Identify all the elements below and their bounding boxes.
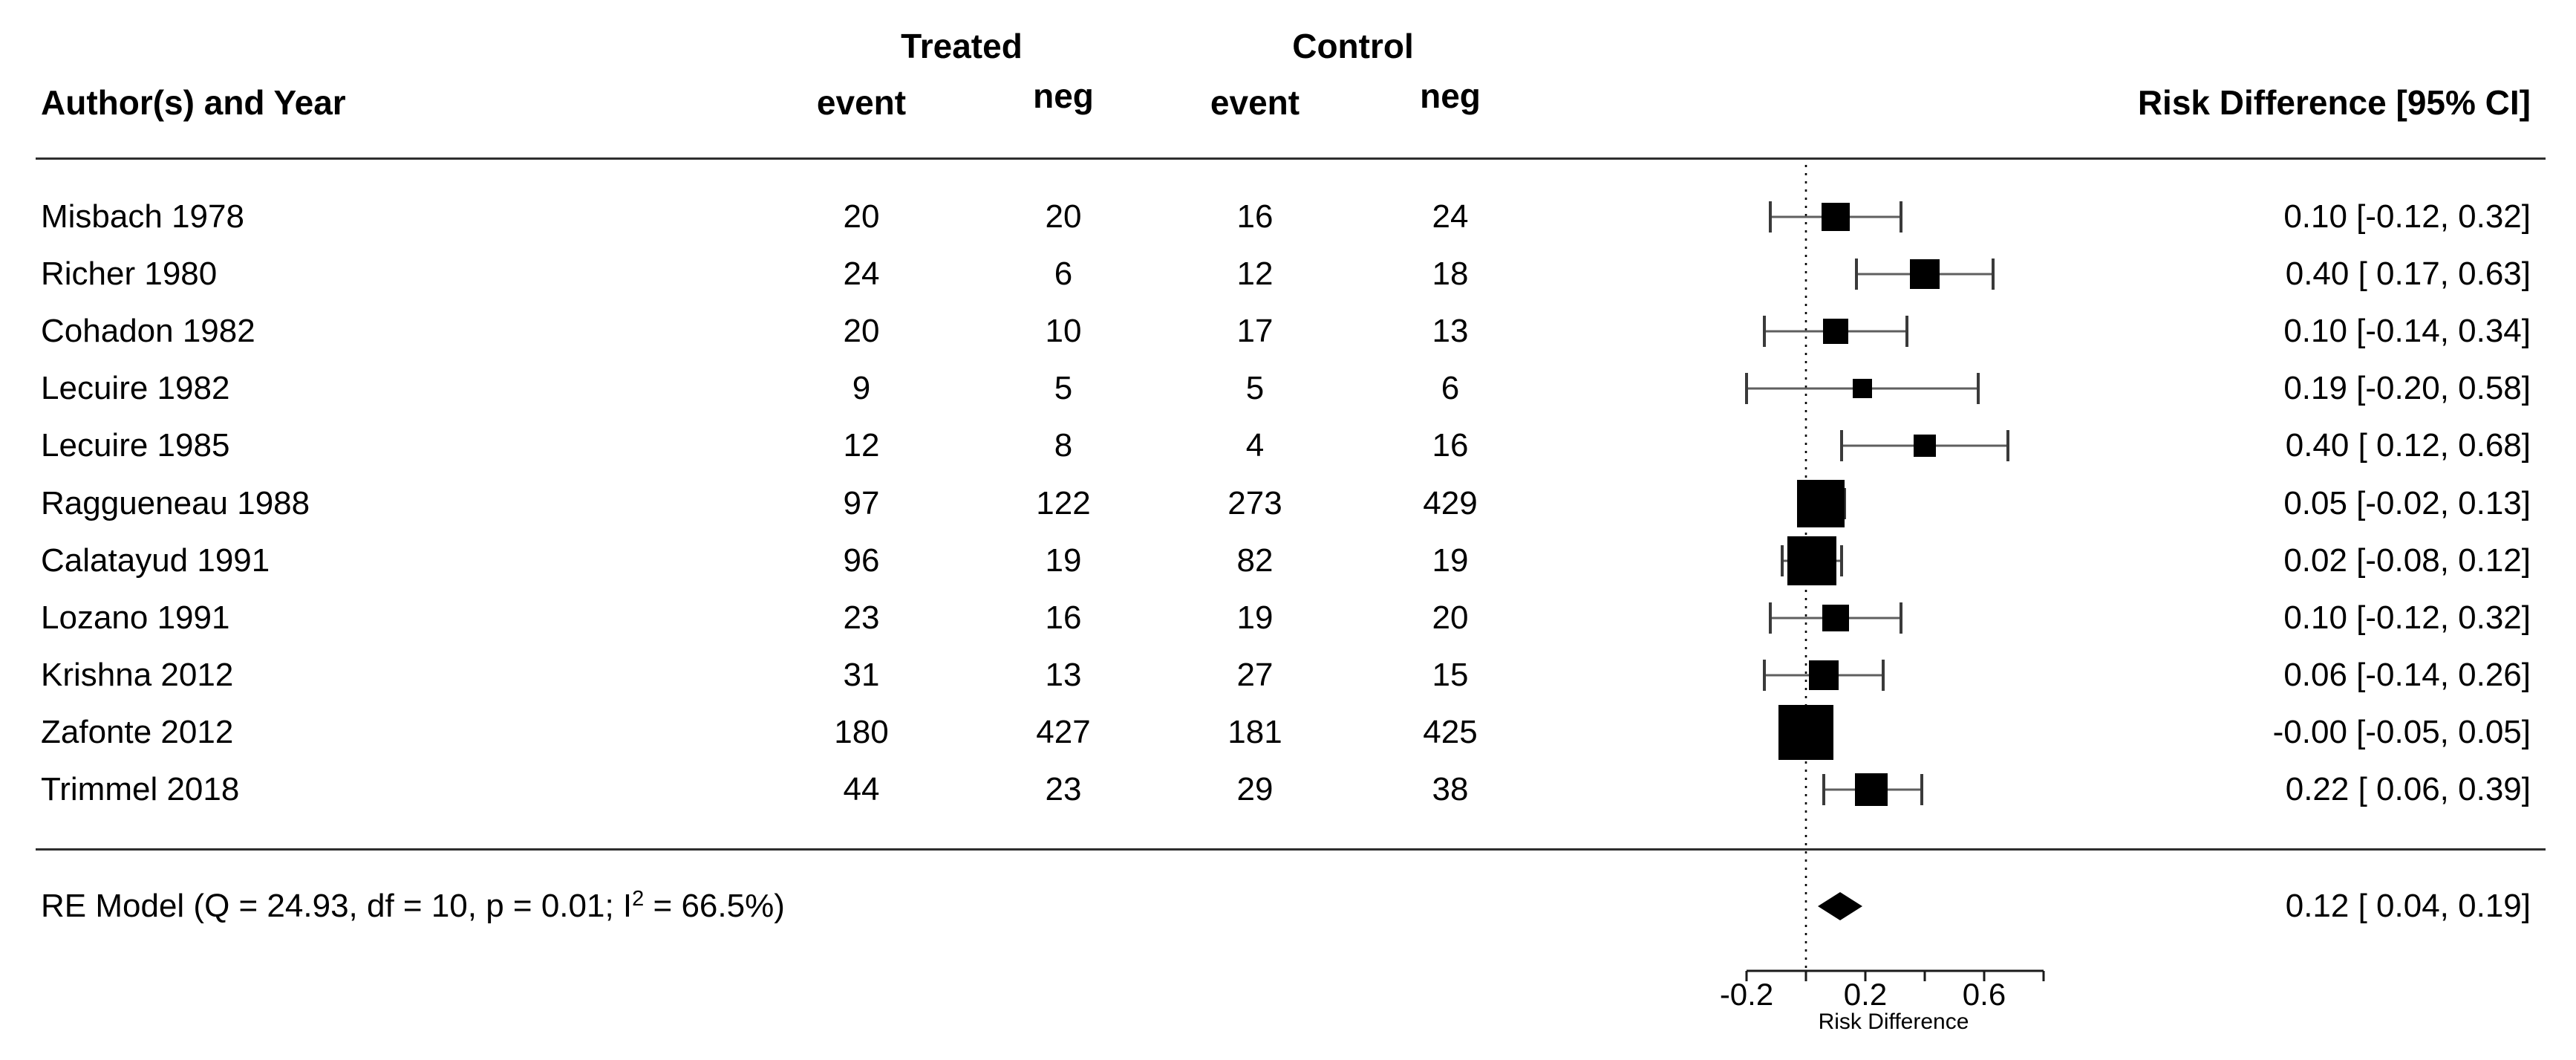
count-cell: 97 — [843, 485, 880, 521]
count-cell: 425 — [1423, 714, 1478, 750]
count-cell: 12 — [1236, 256, 1274, 292]
header-rule — [36, 157, 2546, 160]
study-name: Trimmel 2018 — [41, 771, 240, 807]
study-name: Lecuire 1985 — [41, 427, 230, 464]
weight-box — [1778, 705, 1833, 760]
count-cell: 15 — [1432, 657, 1469, 693]
count-cell: 6 — [1054, 256, 1073, 292]
count-cell: 24 — [843, 256, 880, 292]
count-cell: 273 — [1227, 485, 1282, 521]
count-cell: 23 — [843, 599, 880, 636]
summary-ci-value: 0.12 [ 0.04, 0.19] — [2285, 888, 2531, 924]
study-name: Calatayud 1991 — [41, 542, 270, 579]
weight-box — [1822, 203, 1850, 231]
ci-value: 0.19 [-0.20, 0.58] — [2283, 370, 2531, 406]
ci-value: 0.40 [ 0.12, 0.68] — [2285, 427, 2531, 464]
control-neg-subheader: neg — [1420, 77, 1481, 115]
weight-box — [1809, 660, 1839, 690]
count-cell: 27 — [1236, 657, 1274, 693]
count-cell: 20 — [1045, 198, 1082, 235]
weight-box — [1797, 480, 1845, 527]
ci-value: 0.40 [ 0.17, 0.63] — [2285, 256, 2531, 292]
count-cell: 20 — [843, 198, 880, 235]
ci-value: 0.05 [-0.02, 0.13] — [2283, 485, 2531, 521]
count-cell: 20 — [1432, 599, 1469, 636]
weight-box — [1914, 435, 1936, 457]
weight-box — [1853, 379, 1872, 398]
axis-tick-label: -0.2 — [1719, 977, 1774, 1012]
weight-box — [1855, 773, 1888, 806]
study-name: Lecuire 1982 — [41, 370, 230, 406]
study-name: Cohadon 1982 — [41, 313, 255, 349]
count-cell: 29 — [1236, 771, 1274, 807]
study-name: Richer 1980 — [41, 256, 218, 292]
count-cell: 429 — [1423, 485, 1478, 521]
count-cell: 8 — [1054, 427, 1073, 464]
risk-difference-header: Risk Difference [95% CI] — [2137, 83, 2531, 122]
re-model-label: RE Model (Q = 24.93, df = 10, p = 0.01; … — [41, 885, 785, 931]
count-cell: 24 — [1432, 198, 1469, 235]
count-cell: 181 — [1227, 714, 1282, 750]
weight-box — [1823, 319, 1848, 344]
count-cell: 13 — [1045, 657, 1082, 693]
study-name: Krishna 2012 — [41, 657, 234, 693]
treated-group-header: Treated — [901, 27, 1023, 65]
axis-tick-label: 0.2 — [1843, 977, 1888, 1012]
treated-neg-subheader: neg — [1033, 77, 1094, 115]
x-axis-title: Risk Difference — [1818, 1009, 1969, 1034]
weight-box — [1910, 259, 1940, 289]
count-cell: 96 — [843, 542, 880, 579]
ci-value: 0.02 [-0.08, 0.12] — [2283, 542, 2531, 579]
count-cell: 4 — [1245, 427, 1265, 464]
count-cell: 19 — [1045, 542, 1082, 579]
count-cell: 31 — [843, 657, 880, 693]
weight-box — [1787, 536, 1836, 585]
count-cell: 12 — [843, 427, 880, 464]
count-cell: 122 — [1036, 485, 1091, 521]
control-event-subheader: event — [1210, 83, 1300, 122]
study-name: Raggueneau 1988 — [41, 485, 310, 521]
author-year-header: Author(s) and Year — [41, 83, 346, 122]
control-group-header: Control — [1292, 27, 1414, 65]
count-cell: 5 — [1054, 370, 1073, 406]
count-cell: 17 — [1236, 313, 1274, 349]
count-cell: 82 — [1236, 542, 1274, 579]
count-cell: 18 — [1432, 256, 1469, 292]
re-model-label-prefix: RE Model (Q = 24.93, df = 10, p = 0.01; … — [41, 888, 633, 924]
count-cell: 19 — [1236, 599, 1274, 636]
count-cell: 180 — [834, 714, 889, 750]
weight-box — [1822, 605, 1849, 631]
treated-event-subheader: event — [816, 83, 907, 122]
count-cell: 5 — [1245, 370, 1265, 406]
re-model-label-suffix: = 66.5%) — [644, 888, 785, 924]
count-cell: 23 — [1045, 771, 1082, 807]
ci-value: 0.06 [-0.14, 0.26] — [2283, 657, 2531, 693]
re-model-label-superscript: 2 — [632, 887, 645, 911]
count-cell: 427 — [1036, 714, 1091, 750]
ci-value: 0.10 [-0.12, 0.32] — [2283, 599, 2531, 636]
count-cell: 38 — [1432, 771, 1469, 807]
summary-rule — [36, 848, 2546, 851]
ci-value: 0.22 [ 0.06, 0.39] — [2285, 771, 2531, 807]
axis-tick-label: 0.6 — [1962, 977, 2006, 1012]
ci-value: -0.00 [-0.05, 0.05] — [2272, 714, 2531, 750]
study-name: Misbach 1978 — [41, 198, 244, 235]
summary-diamond — [1818, 892, 1862, 920]
count-cell: 20 — [843, 313, 880, 349]
ci-value: 0.10 [-0.12, 0.32] — [2283, 198, 2531, 235]
study-name: Zafonte 2012 — [41, 714, 234, 750]
ci-value: 0.10 [-0.14, 0.34] — [2283, 313, 2531, 349]
count-cell: 44 — [843, 771, 880, 807]
count-cell: 16 — [1432, 427, 1469, 464]
count-cell: 9 — [852, 370, 871, 406]
study-name: Lozano 1991 — [41, 599, 230, 636]
count-cell: 10 — [1045, 313, 1082, 349]
count-cell: 16 — [1236, 198, 1274, 235]
count-cell: 13 — [1432, 313, 1469, 349]
count-cell: 6 — [1441, 370, 1460, 406]
count-cell: 16 — [1045, 599, 1082, 636]
count-cell: 19 — [1432, 542, 1469, 579]
